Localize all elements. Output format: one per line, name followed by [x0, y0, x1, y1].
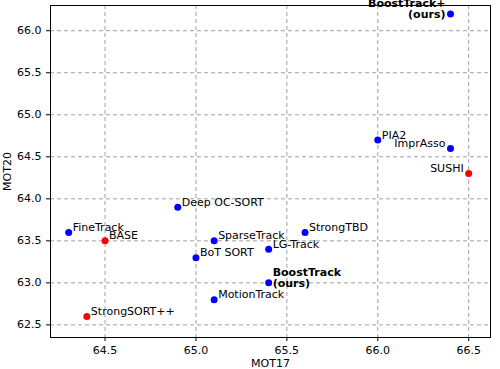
- svg-text:MOT20: MOT20: [1, 152, 14, 191]
- svg-text:FineTrack: FineTrack: [72, 221, 124, 234]
- svg-text:MotionTrack: MotionTrack: [218, 288, 285, 301]
- svg-text:Deep OC-SORT: Deep OC-SORT: [182, 196, 264, 209]
- svg-text:BoT SORT: BoT SORT: [200, 246, 254, 259]
- svg-text:66.0: 66.0: [366, 344, 391, 357]
- svg-text:64.5: 64.5: [17, 150, 42, 163]
- svg-text:62.5: 62.5: [17, 318, 42, 331]
- svg-text:BASE: BASE: [109, 229, 138, 242]
- svg-text:64.5: 64.5: [93, 344, 118, 357]
- svg-text:PIA2: PIA2: [381, 128, 407, 142]
- svg-text:SUSHI: SUSHI: [430, 162, 464, 175]
- svg-text:64.0: 64.0: [17, 192, 42, 205]
- svg-text:StrongSORT++: StrongSORT++: [91, 305, 175, 318]
- svg-text:66.5: 66.5: [456, 344, 481, 357]
- svg-text:BoostTrack(ours): BoostTrack(ours): [273, 266, 342, 290]
- svg-text:LG-Track: LG-Track: [273, 238, 320, 251]
- svg-text:63.5: 63.5: [17, 234, 42, 247]
- svg-text:MOT17: MOT17: [251, 357, 290, 369]
- svg-text:SparseTrack: SparseTrack: [218, 229, 285, 243]
- svg-text:StrongTBD: StrongTBD: [309, 221, 368, 234]
- svg-text:65.0: 65.0: [184, 344, 209, 357]
- svg-text:65.5: 65.5: [17, 66, 42, 79]
- svg-text:BoostTrack+(ours): BoostTrack+(ours): [368, 0, 446, 21]
- svg-text:65.5: 65.5: [275, 344, 300, 357]
- svg-text:ImprAsso: ImprAsso: [394, 137, 445, 150]
- svg-text:65.0: 65.0: [17, 108, 42, 121]
- svg-text:66.0: 66.0: [17, 24, 42, 37]
- svg-text:63.0: 63.0: [17, 276, 42, 289]
